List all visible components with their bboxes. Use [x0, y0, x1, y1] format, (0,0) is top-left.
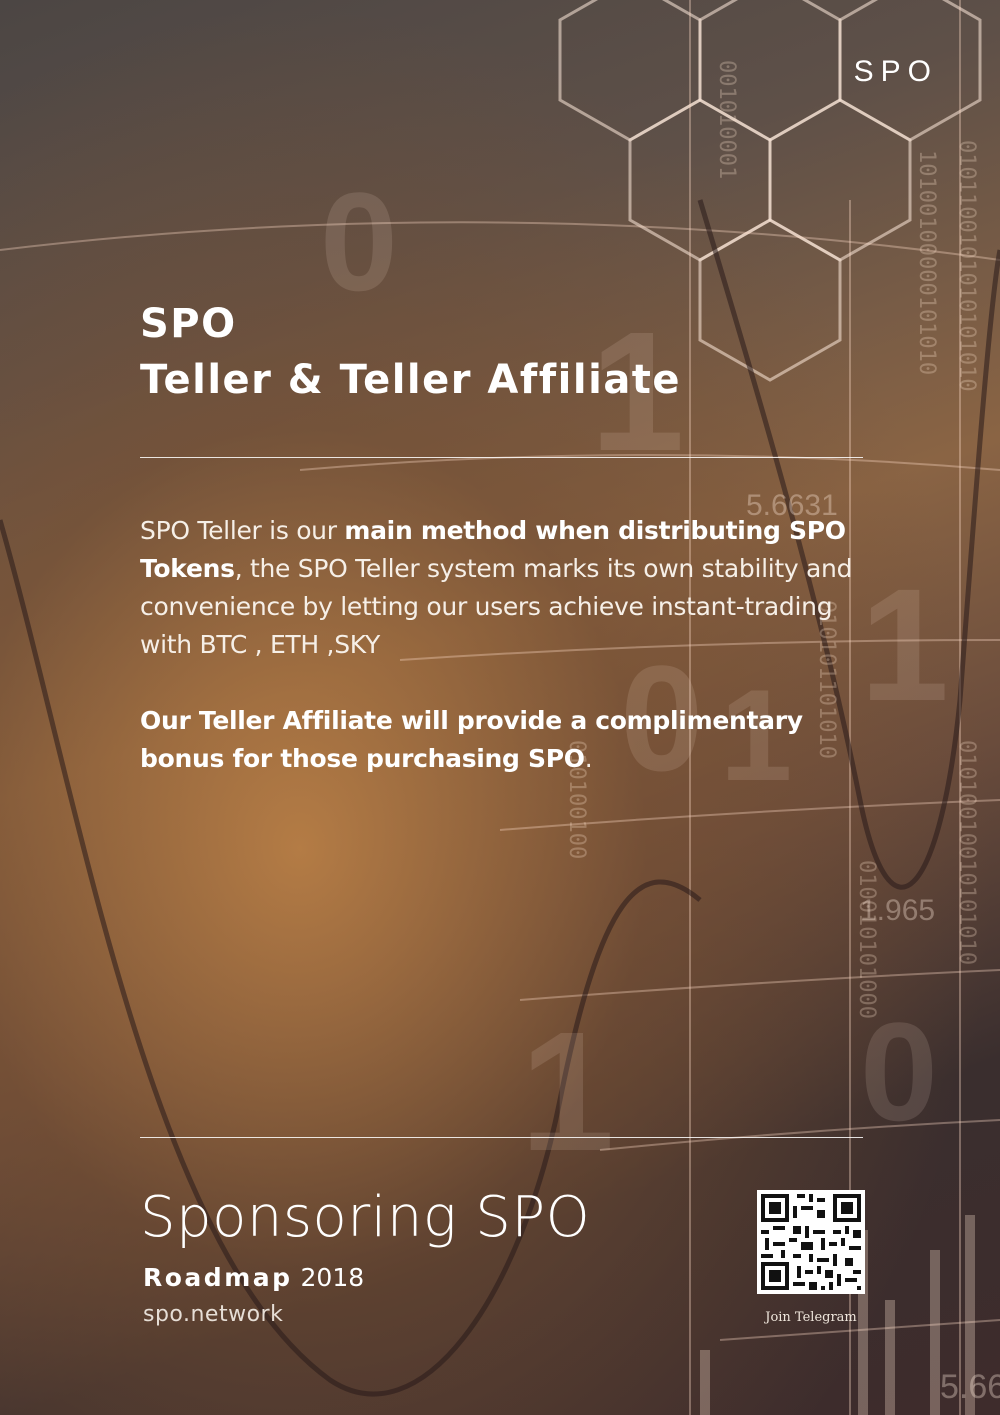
spo-logo: SPO [854, 55, 938, 89]
svg-text:01010010010101010: 01010010010101010 [954, 740, 979, 965]
body-text: SPO Teller is our main method when distr… [140, 512, 860, 778]
qr-caption: Join Telegram [740, 1310, 882, 1325]
roadmap-line: Roadmap 2018 [143, 1263, 364, 1292]
title-line-1: SPO [140, 296, 681, 352]
paragraph-teller: SPO Teller is our main method when distr… [140, 512, 860, 664]
svg-text:1: 1 [520, 997, 615, 1187]
roadmap-label: Roadmap [143, 1263, 293, 1292]
website-link[interactable]: spo.network [143, 1302, 283, 1327]
page-title: SPO Teller & Teller Affiliate [140, 296, 681, 408]
p1-text-c: , the SPO Teller system marks its own st… [140, 554, 852, 659]
paragraph-affiliate: Our Teller Affiliate will provide a comp… [140, 702, 860, 778]
roadmap-year: 2018 [301, 1263, 365, 1292]
bottom-divider [140, 1137, 863, 1138]
svg-text:001010001: 001010001 [714, 60, 739, 179]
bg-value-c: 5.66 [940, 1368, 1000, 1406]
p2-text-bold: Our Teller Affiliate will provide a comp… [140, 706, 803, 773]
telegram-qr-code[interactable] [757, 1190, 865, 1294]
svg-text:0101100101010101010: 0101100101010101010 [954, 140, 979, 392]
sponsoring-headline: Sponsoring SPO [140, 1180, 590, 1256]
svg-text:010010101000: 010010101000 [854, 860, 879, 1019]
bg-value-b: 1.965 [860, 894, 935, 927]
svg-text:1: 1 [860, 555, 949, 734]
top-divider [140, 457, 863, 458]
p1-text-a: SPO Teller is our [140, 516, 344, 545]
qr-code-icon [757, 1190, 865, 1294]
p2-text-end: . [585, 744, 593, 773]
title-line-2: Teller & Teller Affiliate [140, 352, 681, 408]
svg-text:10100100000101010: 10100100000101010 [914, 150, 939, 375]
